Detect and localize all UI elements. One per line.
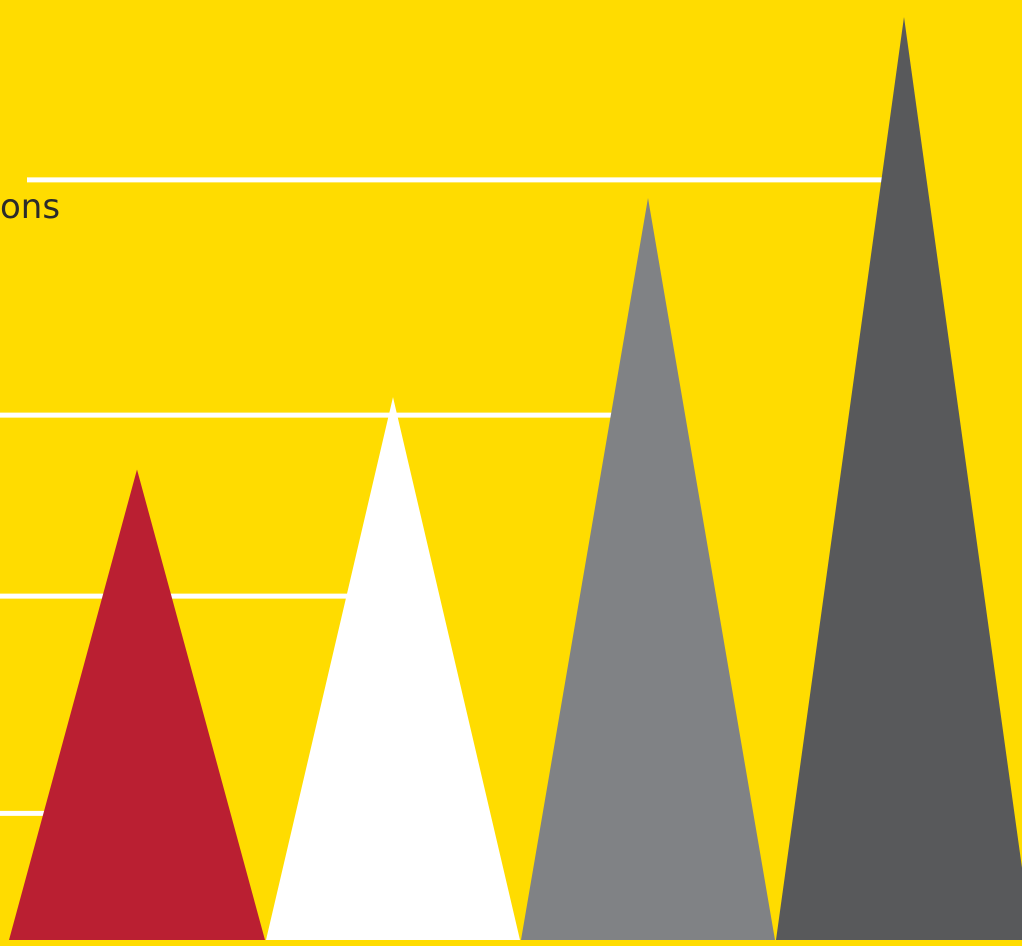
triangle-bar-2: [266, 397, 520, 940]
gridlines: [0, 177, 885, 816]
triangle-bar-3: [521, 198, 775, 941]
triangle-bar-1: [9, 469, 265, 940]
triangle-bars: [9, 17, 1022, 941]
triangle-bar-4: [776, 17, 1022, 940]
unit-label: ons: [0, 187, 60, 227]
